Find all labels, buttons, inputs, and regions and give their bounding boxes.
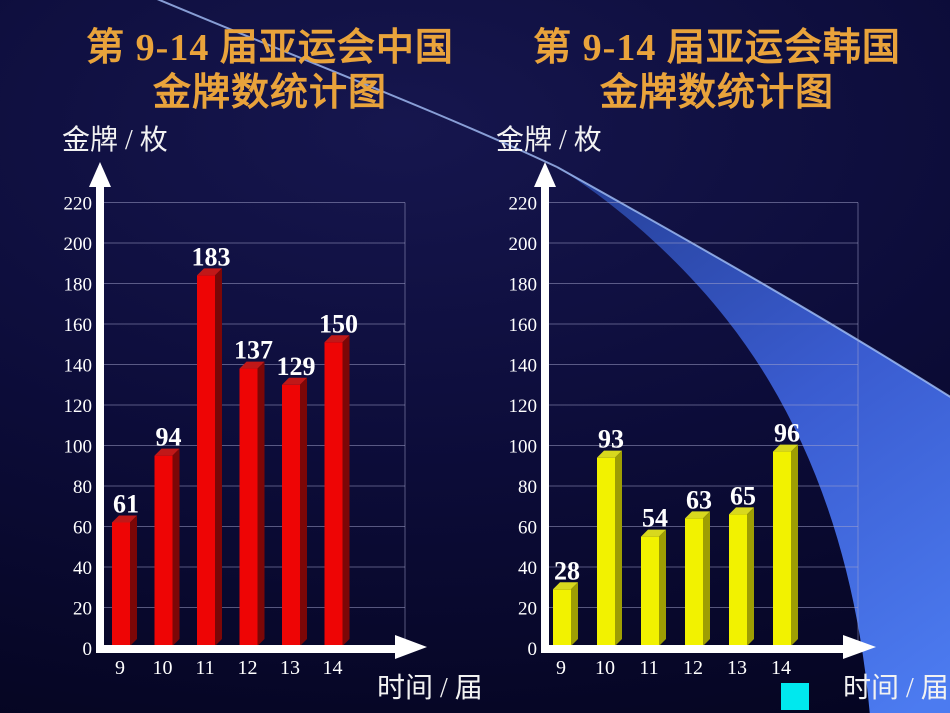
bar-korea-10 (597, 450, 622, 646)
bar-value-label: 183 (192, 242, 231, 271)
bar-value-label: 63 (686, 485, 712, 514)
bar-china-10 (154, 448, 180, 646)
chart-title-china-line1: 第 9-14 届亚运会中国 (86, 27, 454, 69)
x-tick-label: 12 (683, 657, 703, 679)
chart-title-korea-line2: 金牌数统计图 (599, 72, 834, 114)
y-tick-label: 120 (64, 396, 93, 417)
bar-value-label: 54 (642, 504, 668, 533)
y-tick-label: 80 (518, 477, 537, 498)
y-tick-label: 20 (73, 599, 92, 620)
x-axis-unit-label-korea: 时间 / 届 (843, 673, 949, 704)
swoosh-tip-line (156, 0, 558, 168)
x-axis-arrowhead (843, 635, 876, 659)
bar-china-13 (282, 377, 307, 646)
x-tick-label: 11 (195, 657, 214, 679)
bar-value-label: 65 (730, 481, 756, 510)
bar-china-14 (324, 335, 350, 646)
x-tick-label: 9 (556, 657, 566, 679)
bar-korea-12 (685, 511, 710, 646)
chart-title-korea-line1: 第 9-14 届亚运会韩国 (533, 27, 901, 69)
y-axis-unit-label-korea: 金牌 / 枚 (496, 125, 602, 156)
y-tick-label: 20 (518, 599, 537, 620)
chart-title-china: 第 9-14 届亚运会中国 金牌数统计图 (60, 26, 480, 116)
bar-value-label: 129 (277, 352, 316, 381)
bar-china-11 (197, 268, 222, 646)
y-tick-label: 140 (509, 356, 538, 377)
chart-title-korea: 第 9-14 届亚运会韩国 金牌数统计图 (507, 26, 927, 116)
bar-value-label: 93 (598, 425, 624, 454)
chart-title-china-line2: 金牌数统计图 (152, 72, 387, 114)
bar-korea-11 (641, 529, 666, 646)
bar-value-label: 137 (234, 336, 273, 365)
x-axis-unit-label-china: 时间 / 届 (377, 673, 483, 704)
legend-swatch-cyan (781, 683, 809, 710)
x-axis (541, 645, 843, 653)
swoosh-fill (557, 167, 950, 713)
bar-value-label: 150 (319, 309, 358, 338)
x-tick-label: 14 (771, 657, 791, 679)
y-tick-label: 180 (509, 275, 538, 296)
bar-korea-13 (729, 507, 754, 646)
bar-value-label: 94 (156, 423, 182, 452)
y-tick-label: 220 (509, 194, 538, 215)
x-tick-label: 10 (153, 657, 173, 679)
y-axis (541, 184, 549, 653)
y-tick-label: 200 (64, 234, 93, 255)
y-tick-label: 140 (64, 356, 93, 377)
y-tick-label: 200 (509, 234, 538, 255)
y-tick-label: 160 (509, 315, 538, 336)
y-tick-label: 220 (64, 194, 93, 215)
x-tick-label: 12 (238, 657, 258, 679)
bar-korea-14 (773, 444, 798, 646)
x-tick-label: 9 (115, 657, 125, 679)
bar-value-label: 28 (554, 556, 580, 585)
x-tick-label: 14 (323, 657, 343, 679)
y-tick-label: 40 (518, 558, 537, 579)
chart-china: 6194183137129150020406080100120140160180… (64, 162, 427, 679)
bar-china-9 (112, 515, 137, 646)
y-tick-label: 40 (73, 558, 92, 579)
y-tick-label: 180 (64, 275, 93, 296)
x-tick-label: 10 (595, 657, 615, 679)
y-axis-arrowhead (89, 162, 111, 187)
y-axis (96, 184, 104, 653)
bar-korea-9 (553, 582, 578, 646)
x-tick-label: 13 (280, 657, 300, 679)
chart-korea: 28 93 54 63 65 96 0 20 40 60 80 100 120 140 160 180 200 2… (509, 162, 876, 679)
y-axis-arrowhead (534, 162, 556, 187)
y-tick-label: 160 (64, 315, 93, 336)
y-tick-label: 100 (509, 437, 538, 458)
bar-value-label: 96 (774, 419, 800, 448)
x-axis-arrowhead (395, 635, 427, 659)
swoosh-upper-edge-highlight (556, 166, 950, 398)
y-tick-label: 100 (64, 437, 93, 458)
y-tick-label: 60 (73, 518, 92, 539)
bar-value-label: 61 (113, 489, 139, 518)
y-tick-label: 80 (73, 477, 92, 498)
x-tick-label: 11 (639, 657, 658, 679)
y-tick-label: 0 (528, 639, 538, 660)
y-axis-unit-label-china: 金牌 / 枚 (62, 125, 168, 156)
x-tick-label: 13 (727, 657, 747, 679)
y-tick-label: 60 (518, 518, 537, 539)
bar-china-12 (239, 361, 265, 646)
x-axis (96, 645, 395, 653)
y-tick-label: 0 (83, 639, 93, 660)
y-tick-label: 120 (509, 396, 538, 417)
